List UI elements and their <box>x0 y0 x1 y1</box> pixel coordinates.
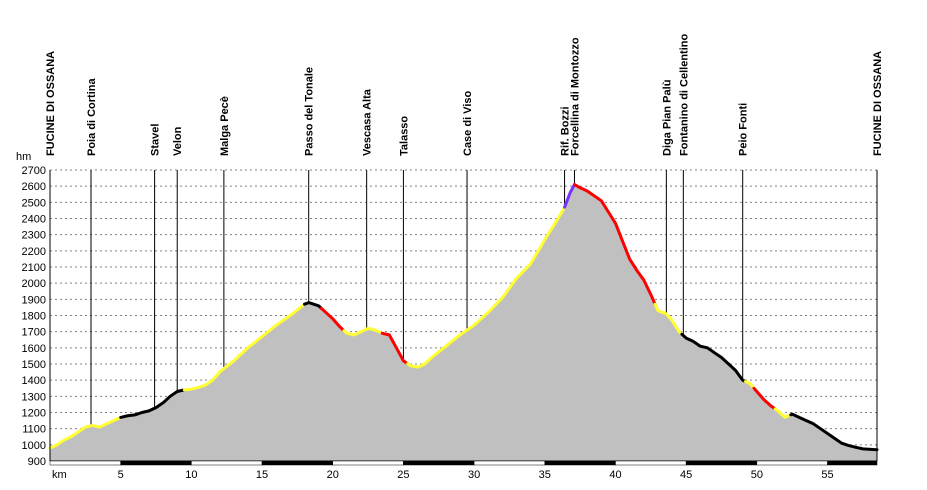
waypoint-label: FUCINE DI OSSANA <box>872 51 884 156</box>
waypoint-label: Stavel <box>150 124 162 156</box>
profile-fill <box>50 184 877 461</box>
axes <box>49 170 878 466</box>
x-tick-label: 30 <box>468 469 480 481</box>
x-tick-label: 5 <box>118 469 124 481</box>
x-scale-block <box>403 460 475 466</box>
x-tick-label: 45 <box>680 469 692 481</box>
profile-segment <box>182 302 306 392</box>
profile-segment <box>744 380 756 390</box>
x-tick-label: 25 <box>397 469 409 481</box>
y-tick-label: 1800 <box>22 311 46 323</box>
profile-line <box>48 183 879 452</box>
profile-segment <box>319 306 346 333</box>
waypoint-label: Rif. Bozzi <box>560 107 572 157</box>
y-tick-label: 1900 <box>22 294 46 306</box>
y-tick-label: 1500 <box>22 359 46 371</box>
y-tick-label: 1000 <box>22 440 46 452</box>
y-tick-label: 1700 <box>22 327 46 339</box>
profile-segment <box>380 331 410 366</box>
x-scale-block <box>332 460 404 466</box>
y-tick-label: 2600 <box>22 181 46 193</box>
waypoint-label: Passo del Tonale <box>304 67 316 156</box>
waypoint-label: Poia di Cortina <box>86 78 98 157</box>
x-tick-label: 50 <box>751 469 763 481</box>
profile-segment <box>303 301 323 310</box>
y-tick-label: 1200 <box>22 408 46 420</box>
waypoint-label: Forcellina di Montozzo <box>569 37 581 156</box>
profile-segment <box>680 332 747 383</box>
y-tick-label: 2700 <box>22 165 46 177</box>
x-scale-block <box>756 460 828 466</box>
x-scale-block <box>473 460 546 466</box>
y-tick-label: 2000 <box>22 278 46 290</box>
x-scale-block <box>120 460 192 466</box>
x-tick-label: 15 <box>256 469 268 481</box>
profile-segment <box>90 415 123 429</box>
x-scale-block <box>827 460 878 466</box>
y-tick-label: 1300 <box>22 391 46 403</box>
x-scale-block <box>261 460 333 466</box>
waypoint-label: Vescasa Alta <box>362 88 374 156</box>
waypoint-label: Diga Pian Palù <box>661 80 673 156</box>
y-tick-label: 2200 <box>22 246 46 258</box>
profile-segment <box>48 423 94 450</box>
x-tick-label: 40 <box>609 469 621 481</box>
y-tick-label: 1600 <box>22 343 46 355</box>
y-tick-label: 2300 <box>22 230 46 242</box>
waypoint-label: Peio Fonti <box>738 103 750 156</box>
profile-segment <box>151 388 186 411</box>
profile-segment <box>773 407 793 419</box>
x-scale-block <box>544 460 616 466</box>
x-scale-block <box>191 460 263 466</box>
profile-segment <box>119 407 155 419</box>
profile-segment <box>789 412 879 452</box>
y-tick-label: 2100 <box>22 262 46 274</box>
profile-segment <box>342 326 384 337</box>
profile-segment <box>573 183 657 306</box>
x-scale-block <box>685 460 758 466</box>
profile-segment <box>563 183 576 209</box>
profile-segment <box>406 205 567 369</box>
waypoint-label: Fontanino di Cellentino <box>678 34 690 156</box>
waypoint-label: Malga Pecè <box>219 96 231 156</box>
x-scale-block <box>615 460 687 466</box>
profile-area <box>50 184 877 461</box>
profile-segment <box>653 302 684 336</box>
waypoint-label: Case di Viso <box>462 91 474 156</box>
x-tick-label: 20 <box>327 469 339 481</box>
y-tick-label: 1400 <box>22 375 46 387</box>
x-tick-label: 10 <box>185 469 197 481</box>
y-axis-label: hm <box>16 151 31 163</box>
waypoint-label: Talasso <box>398 116 410 156</box>
y-tick-label: 2500 <box>22 197 46 209</box>
labels: hm km 900 1000 1100 1200 1300 1400 1500 1600 170… <box>16 34 884 481</box>
x-tick-label: 35 <box>539 469 551 481</box>
y-tick-label: 2400 <box>22 214 46 226</box>
profile-segment <box>752 386 777 411</box>
y-tick-label: 900 <box>28 456 46 468</box>
waypoint-label: FUCINE DI OSSANA <box>45 51 57 156</box>
waypoint-guides <box>49 170 878 461</box>
x-tick-label: 55 <box>821 469 833 481</box>
x-scale-block <box>49 460 121 466</box>
y-tick-label: 1100 <box>22 424 46 436</box>
x-axis-label: km <box>52 469 67 481</box>
waypoint-label: Velon <box>172 126 184 156</box>
